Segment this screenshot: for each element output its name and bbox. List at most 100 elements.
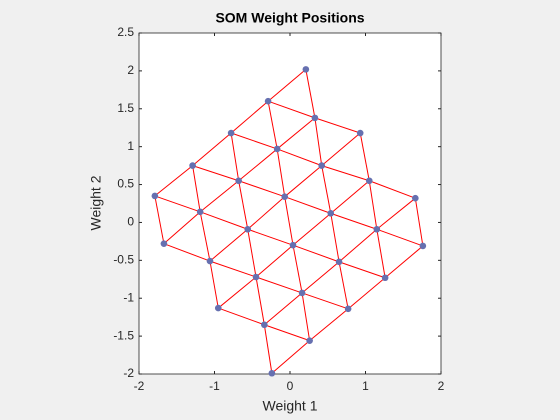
link xyxy=(330,212,377,230)
node xyxy=(189,162,196,169)
link xyxy=(330,180,370,214)
link xyxy=(305,69,316,118)
link xyxy=(264,292,303,326)
link xyxy=(276,117,316,150)
chart-title: SOM Weight Positions xyxy=(215,10,364,26)
link xyxy=(154,195,165,244)
link xyxy=(338,261,386,279)
node xyxy=(419,242,427,250)
y-axis-label: Weight 2 xyxy=(88,175,104,230)
node xyxy=(298,289,306,297)
link xyxy=(284,196,331,214)
link xyxy=(338,228,378,263)
node xyxy=(318,162,326,169)
link xyxy=(309,308,349,342)
node xyxy=(311,114,319,122)
link xyxy=(267,68,307,102)
y-tick-label: -1.5 xyxy=(113,328,134,342)
link xyxy=(276,148,286,197)
link xyxy=(209,261,219,309)
link xyxy=(338,261,349,309)
node xyxy=(268,369,276,377)
link xyxy=(314,117,361,134)
y-tick-label: -0.5 xyxy=(113,253,134,267)
link xyxy=(199,211,211,262)
link xyxy=(414,198,424,247)
link xyxy=(376,228,424,247)
link xyxy=(192,165,239,182)
x-axis-label: Weight 1 xyxy=(263,398,318,414)
link xyxy=(284,165,323,198)
link xyxy=(255,276,303,294)
node xyxy=(227,129,235,137)
x-tick-label: -1 xyxy=(209,379,220,393)
link xyxy=(384,245,424,279)
link xyxy=(267,101,278,150)
node xyxy=(335,258,343,266)
link xyxy=(301,292,311,341)
link xyxy=(230,132,278,150)
node xyxy=(244,225,252,233)
link xyxy=(292,244,340,263)
link xyxy=(292,212,332,246)
node xyxy=(264,97,272,105)
link xyxy=(247,229,257,278)
link xyxy=(154,195,201,213)
node xyxy=(281,193,289,200)
y-tick-label: -2 xyxy=(123,366,134,380)
y-tick-label: 1.5 xyxy=(117,101,134,115)
link xyxy=(230,100,269,134)
link xyxy=(255,276,265,325)
link xyxy=(301,292,349,310)
y-tick-label: 0.5 xyxy=(117,177,134,191)
link xyxy=(199,211,248,230)
x-tick-label: 1 xyxy=(362,379,369,393)
link xyxy=(292,245,303,294)
node xyxy=(373,225,381,233)
y-tick-label: 0 xyxy=(127,215,134,229)
node xyxy=(206,257,214,265)
link xyxy=(368,180,378,230)
node xyxy=(160,240,168,247)
link xyxy=(369,180,416,199)
link xyxy=(218,307,265,326)
link xyxy=(247,196,286,230)
node xyxy=(344,305,352,313)
link xyxy=(209,260,257,278)
link xyxy=(217,276,257,309)
link xyxy=(163,243,211,262)
link xyxy=(238,180,249,230)
link xyxy=(192,132,232,166)
link xyxy=(301,261,340,294)
link xyxy=(230,132,240,181)
link xyxy=(209,228,249,262)
link xyxy=(163,211,201,245)
link xyxy=(154,165,193,197)
link xyxy=(276,148,322,167)
link xyxy=(238,148,278,182)
x-tick-label: -2 xyxy=(134,379,145,393)
node xyxy=(235,177,242,185)
y-tick-label: -1 xyxy=(123,290,134,304)
link xyxy=(321,165,332,214)
node xyxy=(327,210,335,217)
nodes xyxy=(151,66,427,377)
link xyxy=(271,340,310,374)
node xyxy=(412,194,419,202)
link xyxy=(376,197,416,230)
node xyxy=(306,337,313,344)
node xyxy=(356,129,364,137)
y-tick-label: 1 xyxy=(127,139,134,153)
link xyxy=(321,132,361,166)
y-tick-label: 2 xyxy=(127,63,134,77)
node xyxy=(365,177,373,185)
node xyxy=(273,145,281,153)
link xyxy=(263,324,273,374)
x-tick-label: 0 xyxy=(287,379,294,393)
link xyxy=(264,324,310,342)
links xyxy=(154,68,424,374)
node xyxy=(196,208,204,216)
node xyxy=(381,274,389,282)
